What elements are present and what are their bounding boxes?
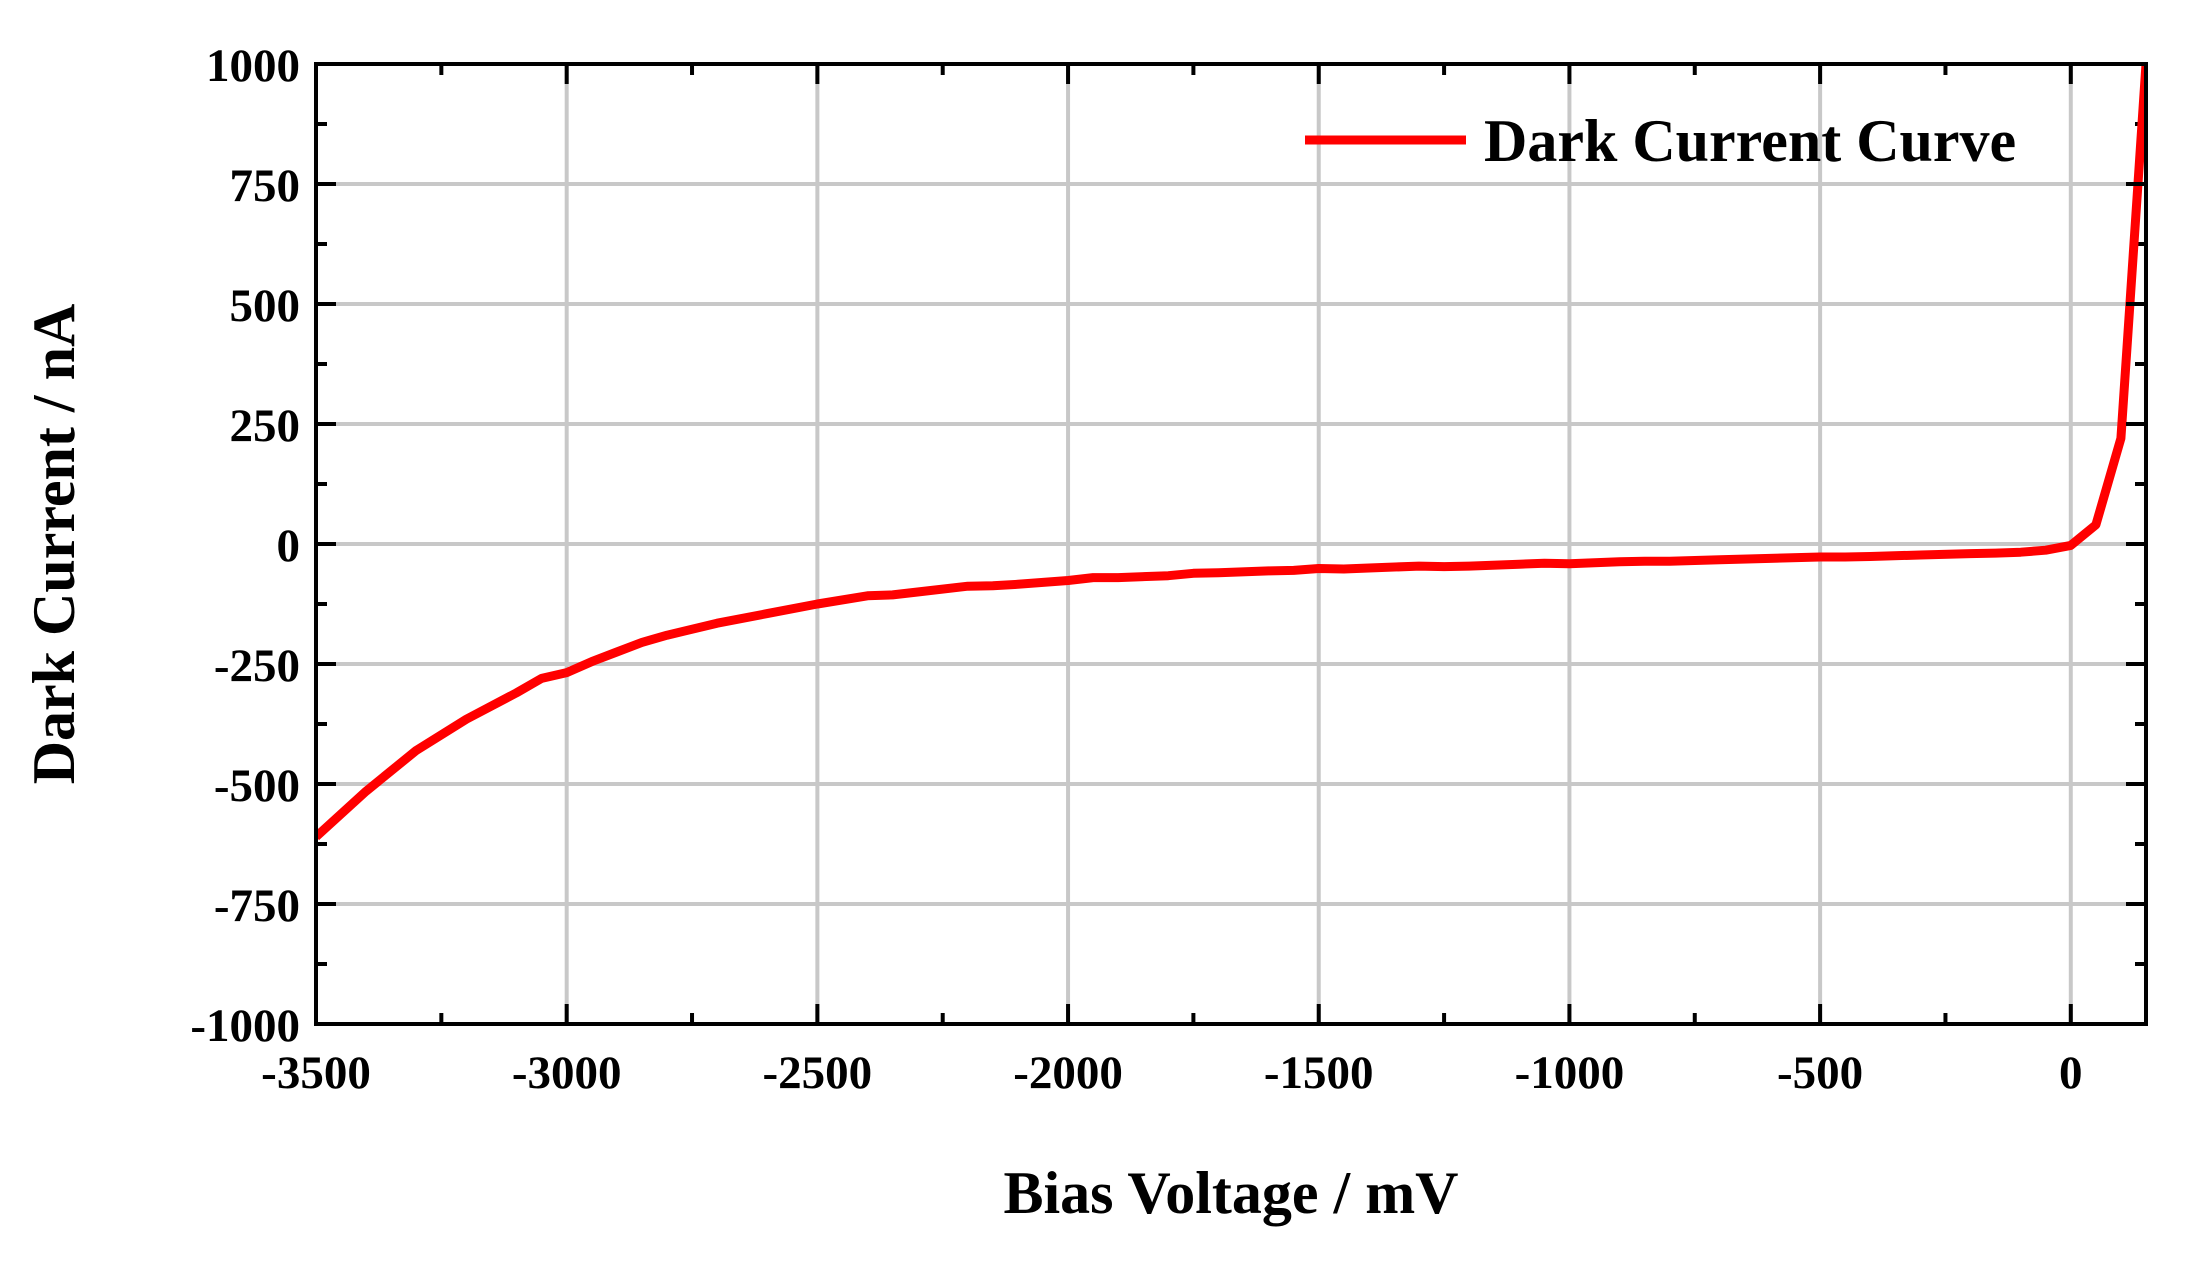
y-tick-label: 1000 [206,40,300,92]
x-axis-title: Bias Voltage / mV [1003,1160,1458,1226]
legend: Dark Current Curve [1305,108,2016,174]
x-tick-label: 0 [2059,1047,2083,1099]
x-tick-label: -2500 [763,1047,873,1099]
y-tick-label: 0 [277,520,301,572]
series-line-dark-current [316,64,2146,841]
y-tick-label: -250 [214,640,300,692]
legend-label: Dark Current Curve [1484,108,2016,174]
series-layer [316,64,2146,841]
x-tick-label: -3500 [261,1047,371,1099]
y-tick-labels: 1000 750 500 250 0 -250 -500 -750 -1000 [190,40,300,1052]
minor-ticks [316,64,2146,1024]
major-ticks [314,62,2146,1026]
y-tick-label: -750 [214,880,300,932]
y-tick-label: -500 [214,760,300,812]
x-tick-labels: -3500 -3000 -2500 -2000 -1500 -1000 -500 0 [261,1047,2082,1099]
grid-lines [316,64,2146,1024]
y-tick-label: 500 [230,280,301,332]
x-tick-label: -3000 [512,1047,622,1099]
y-tick-label: -1000 [190,1000,300,1052]
x-tick-label: -1500 [1264,1047,1374,1099]
x-tick-label: -2000 [1013,1047,1123,1099]
y-tick-label: 750 [230,160,301,212]
y-tick-label: 250 [230,400,301,452]
x-tick-label: -1000 [1515,1047,1625,1099]
y-axis-title: Dark Current / nA [21,304,87,785]
x-tick-label: -500 [1777,1047,1863,1099]
